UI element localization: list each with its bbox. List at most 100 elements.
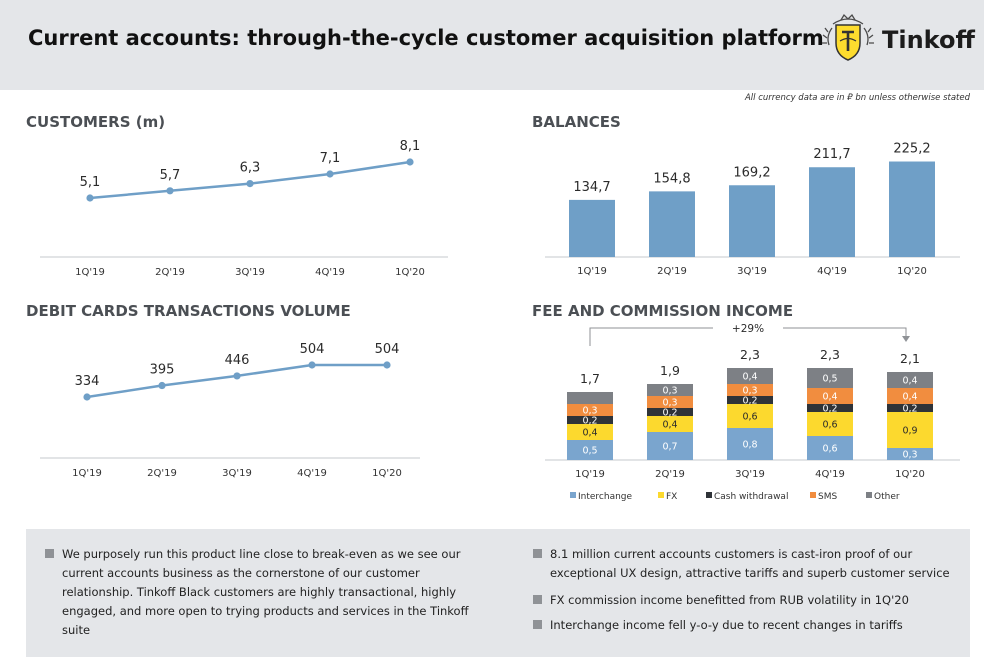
legend-label: SMS [818,492,837,502]
segment-label: 0,6 [742,412,757,423]
fees-title: FEE AND COMMISSION INCOME [532,302,794,320]
data-label: 8,1 [400,139,421,154]
x-tick-label: 2Q'19 [147,468,177,479]
segment-label: 0,4 [582,428,597,439]
bar-segment-fx [567,424,613,440]
data-label: 6,3 [240,161,261,176]
data-point [308,361,316,369]
brand-name: Tinkoff [882,26,975,54]
segment-label: 0,3 [582,406,597,417]
bar-segment-sms [727,384,773,396]
x-tick-label: 4Q'19 [817,266,847,277]
growth-bracket [589,327,907,346]
x-tick-label: 2Q'19 [655,469,685,480]
segment-label: 0,5 [822,374,837,385]
x-tick-label: 3Q'19 [222,468,252,479]
bar-segment-interchange [887,448,933,460]
segment-label: 0,8 [742,440,757,451]
x-tick-label: 1Q'19 [575,469,605,480]
segment-label: 0,3 [902,450,917,461]
bar-segment-sms [647,396,693,408]
commentary-right-2: FX commission income benefitted from RUB… [533,591,960,610]
x-tick-label: 4Q'19 [315,267,345,278]
x-tick-label: 1Q'20 [895,469,925,480]
customers-title: CUSTOMERS (m) [26,113,166,131]
growth-label: +29% [732,323,764,335]
data-point [86,194,94,202]
total-label: 2,3 [820,347,840,362]
data-label: 504 [300,342,325,357]
x-tick-label: 2Q'19 [155,267,185,278]
data-label: 395 [150,363,175,378]
data-label: 211,7 [813,147,850,162]
bar-segment-other [887,372,933,388]
legend-label: Other [874,492,900,502]
customers-line-chart: 5,1 1Q'19 5,7 2Q'19 6,3 3Q'19 7,1 4Q'19 8,1 1Q'20 [40,139,448,278]
data-label: 504 [375,342,400,357]
data-label: 334 [75,374,100,389]
segment-label: 0,7 [662,442,677,453]
bar [809,167,855,257]
commentary-left-text: We purposely run this product line close… [62,547,469,637]
commentary-right-1-text: 8.1 million current accounts customers i… [550,547,950,580]
bar-segment-cash [567,416,613,424]
header-bar: Current accounts: through-the-cycle cust… [0,0,984,90]
commentary-right-2-text: FX commission income benefitted from RUB… [550,593,909,607]
currency-note: All currency data are in ₽ bn unless oth… [744,93,970,103]
x-tick-label: 3Q'19 [235,267,265,278]
total-label: 1,9 [660,363,680,378]
x-tick-label: 3Q'19 [735,469,765,480]
bar-segment-interchange [567,440,613,460]
segment-label: 0,5 [582,446,597,457]
x-tick-label: 1Q'20 [372,468,402,479]
legend-swatch-other [866,492,872,498]
data-point [83,393,91,401]
bar-segment-sms [887,388,933,404]
bar-segment-other [567,392,613,404]
x-tick-label: 1Q'19 [577,266,607,277]
x-tick-label: 1Q'20 [897,266,927,277]
legend-swatch-cash [706,492,712,498]
debit-title: DEBIT CARDS TRANSACTIONS VOLUME [26,302,351,320]
total-label: 1,7 [580,371,600,386]
bar [649,191,695,257]
bar-segment-interchange [647,432,693,460]
x-tick-label: 2Q'19 [657,266,687,277]
bar-segment-sms [807,388,853,404]
data-label: 225,2 [893,142,930,157]
segment-label: 0,6 [822,444,837,455]
data-point [166,187,174,195]
segment-label: 0,2 [582,416,597,427]
bar-segment-sms [567,404,613,416]
total-label: 2,3 [740,347,760,362]
tinkoff-crest-icon [822,13,874,61]
x-tick-label: 1Q'19 [75,267,105,278]
segment-label: 0,4 [662,420,677,431]
bar-segment-fx [807,412,853,436]
growth-arrow-icon [902,336,910,342]
debit-line-chart: 334 1Q'19 395 2Q'19 446 3Q'19 504 4Q'19 504 1Q'20 [40,342,420,479]
legend-swatch-interchange [570,492,576,498]
balances-title: BALANCES [532,113,621,131]
segment-label: 0,4 [902,392,917,403]
x-tick-label: 4Q'19 [297,468,327,479]
segment-label: 0,4 [742,372,757,383]
segment-label: 0,3 [742,386,757,397]
segment-label: 0,9 [902,426,917,437]
x-tick-label: 1Q'19 [72,468,102,479]
bar-segment-interchange [727,428,773,460]
bar-segment-interchange [807,436,853,460]
segment-label: 0,2 [902,404,917,415]
series-line [86,363,387,399]
legend-label: Cash withdrawal [714,492,788,502]
bar-segment-fx [727,404,773,428]
commentary-right-3: Interchange income fell y-o-y due to rec… [533,616,960,635]
data-point [158,381,166,390]
data-point [406,158,414,166]
segment-label: 0,2 [822,404,837,415]
legend-label: Interchange [578,492,633,502]
data-label: 134,7 [573,180,610,195]
data-point [383,361,391,369]
segment-label: 0,3 [662,398,677,409]
data-label: 169,2 [733,165,770,180]
